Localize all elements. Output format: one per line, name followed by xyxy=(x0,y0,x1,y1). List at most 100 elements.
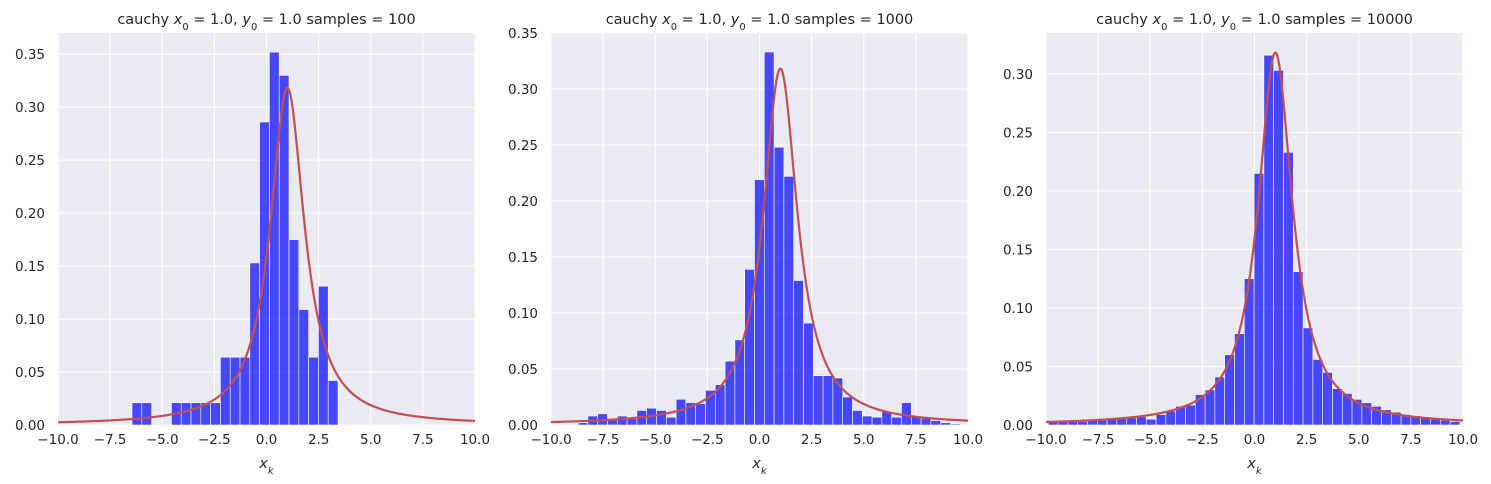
histogram-bar xyxy=(1224,354,1235,425)
histogram-bar xyxy=(861,415,873,425)
cauchy-pdf-line xyxy=(58,86,475,424)
y-tick-label: 0.30 xyxy=(508,82,538,98)
x-tick-label: −10.0 xyxy=(530,432,571,448)
y-tick-label: 0.20 xyxy=(1003,184,1033,200)
x-tick-label: 2.5 xyxy=(1296,432,1317,448)
x-tick-label: −7.5 xyxy=(587,432,620,448)
x-tick-label: −5.0 xyxy=(1134,432,1167,448)
chart-title: cauchy x0 = 1.0, y0 = 1.0 samples = 1000… xyxy=(1096,12,1413,33)
x-tick-label: −10.0 xyxy=(37,432,78,448)
x-tick-label: −2.5 xyxy=(198,432,231,448)
histogram-bar xyxy=(131,402,143,425)
histogram-bar xyxy=(577,422,589,425)
y-tick-label: 0.10 xyxy=(1003,301,1033,317)
y-tick-label: 0.00 xyxy=(1003,418,1033,434)
histogram-bar xyxy=(793,280,804,425)
x-tick-label: 0.0 xyxy=(749,432,770,448)
histogram-bar xyxy=(822,375,834,425)
x-tick-label: 10.0 xyxy=(953,432,983,448)
chart-title: cauchy x0 = 1.0, y0 = 1.0 samples = 1000 xyxy=(606,12,914,33)
y-tick-label: 0.25 xyxy=(508,138,538,154)
histogram-bar xyxy=(852,410,863,425)
histogram-bar xyxy=(1126,417,1137,425)
y-tick-label: 0.05 xyxy=(15,365,45,381)
y-tick-label: 0.10 xyxy=(508,306,538,322)
histogram-bar xyxy=(308,356,319,425)
histogram-bar xyxy=(666,416,677,425)
histogram-bar xyxy=(1439,420,1451,425)
x-tick-label: 10.0 xyxy=(460,432,490,448)
histogram-bar xyxy=(901,402,912,425)
histogram-bar xyxy=(298,309,309,425)
histogram-bar xyxy=(656,410,667,425)
x-tick-label: 7.5 xyxy=(1400,432,1421,448)
histogram-bar xyxy=(940,422,951,425)
x-axis-label: xk xyxy=(1246,456,1263,477)
histogram-bar xyxy=(773,146,785,425)
x-tick-label: −7.5 xyxy=(94,432,127,448)
y-tick-label: 0.20 xyxy=(15,206,45,222)
histogram-bar xyxy=(229,356,241,425)
histogram-bar xyxy=(617,415,628,425)
histogram-bar xyxy=(1185,404,1196,425)
histogram-bar xyxy=(695,403,706,425)
histogram-bar xyxy=(1253,173,1265,425)
histogram-bar xyxy=(1145,418,1157,425)
histogram-bars xyxy=(577,51,961,425)
cauchy-pdf-line xyxy=(551,67,968,424)
y-tick-label: 0.20 xyxy=(508,194,538,210)
histogram-bar xyxy=(871,416,883,425)
histogram-bar xyxy=(1136,416,1147,425)
chart-panel-3: −10.0 −7.5 −5.0 −2.5 0.0 2.5 5.0 7.5 10.0 0.00 0.0… xyxy=(1003,12,1478,477)
y-tick-label: 0.10 xyxy=(15,312,45,328)
histogram-bar xyxy=(288,239,300,425)
histogram-bar xyxy=(269,51,280,425)
histogram-bar xyxy=(180,402,192,425)
histogram-bar xyxy=(1302,327,1314,425)
x-tick-label: −2.5 xyxy=(691,432,724,448)
chart-panel-1: −10.0 −7.5 −5.0 −2.5 0.0 2.5 5.0 7.5 10.0 0.00 0.0… xyxy=(15,12,490,477)
histogram-bar xyxy=(1165,410,1176,425)
histogram-bar xyxy=(1312,359,1323,425)
x-tick-label: −2.5 xyxy=(1186,432,1219,448)
y-tick-label: 0.35 xyxy=(15,47,45,63)
x-tick-label: 2.5 xyxy=(801,432,822,448)
y-tick-label: 0.35 xyxy=(508,26,538,42)
histogram-bar xyxy=(803,322,814,425)
y-tick-label: 0.30 xyxy=(15,100,45,116)
histogram-bar xyxy=(1234,333,1245,425)
histogram-bar xyxy=(950,423,961,425)
histogram-bar xyxy=(318,285,329,425)
x-tick-label: 2.5 xyxy=(308,432,329,448)
histogram-bar xyxy=(1449,421,1461,425)
histogram-bar xyxy=(141,402,152,425)
chart-title: cauchy x0 = 1.0, y0 = 1.0 samples = 100 xyxy=(117,12,415,33)
histogram-bar xyxy=(327,380,339,425)
histogram-bar xyxy=(783,176,794,425)
x-tick-label: 5.0 xyxy=(1348,432,1369,448)
x-tick-label: −5.0 xyxy=(146,432,179,448)
chart-panel-2: −10.0 −7.5 −5.0 −2.5 0.0 2.5 5.0 7.5 10.0 0.00 0.0… xyxy=(508,12,983,477)
histogram-bar xyxy=(1332,388,1343,425)
histogram-bar xyxy=(210,402,221,425)
histogram-bar xyxy=(891,416,902,425)
histogram-bar xyxy=(1273,70,1284,425)
x-tick-label: −7.5 xyxy=(1082,432,1115,448)
y-tick-label: 0.05 xyxy=(1003,359,1033,375)
y-tick-label: 0.25 xyxy=(1003,125,1033,141)
y-tick-label: 0.15 xyxy=(15,259,45,275)
histogram-bars xyxy=(1047,54,1461,425)
histogram-bar xyxy=(1077,421,1088,425)
y-tick-label: 0.30 xyxy=(1003,67,1033,83)
x-axis-label: xk xyxy=(751,456,768,477)
y-tick-label: 0.00 xyxy=(508,418,538,434)
histogram-bar xyxy=(1292,271,1304,425)
histogram-bar xyxy=(1096,420,1108,425)
x-tick-label: 5.0 xyxy=(853,432,874,448)
x-tick-label: 7.5 xyxy=(905,432,926,448)
x-tick-label: 7.5 xyxy=(412,432,433,448)
y-tick-label: 0.25 xyxy=(15,153,45,169)
x-tick-label: −10.0 xyxy=(1025,432,1066,448)
histogram-bar xyxy=(812,375,824,425)
